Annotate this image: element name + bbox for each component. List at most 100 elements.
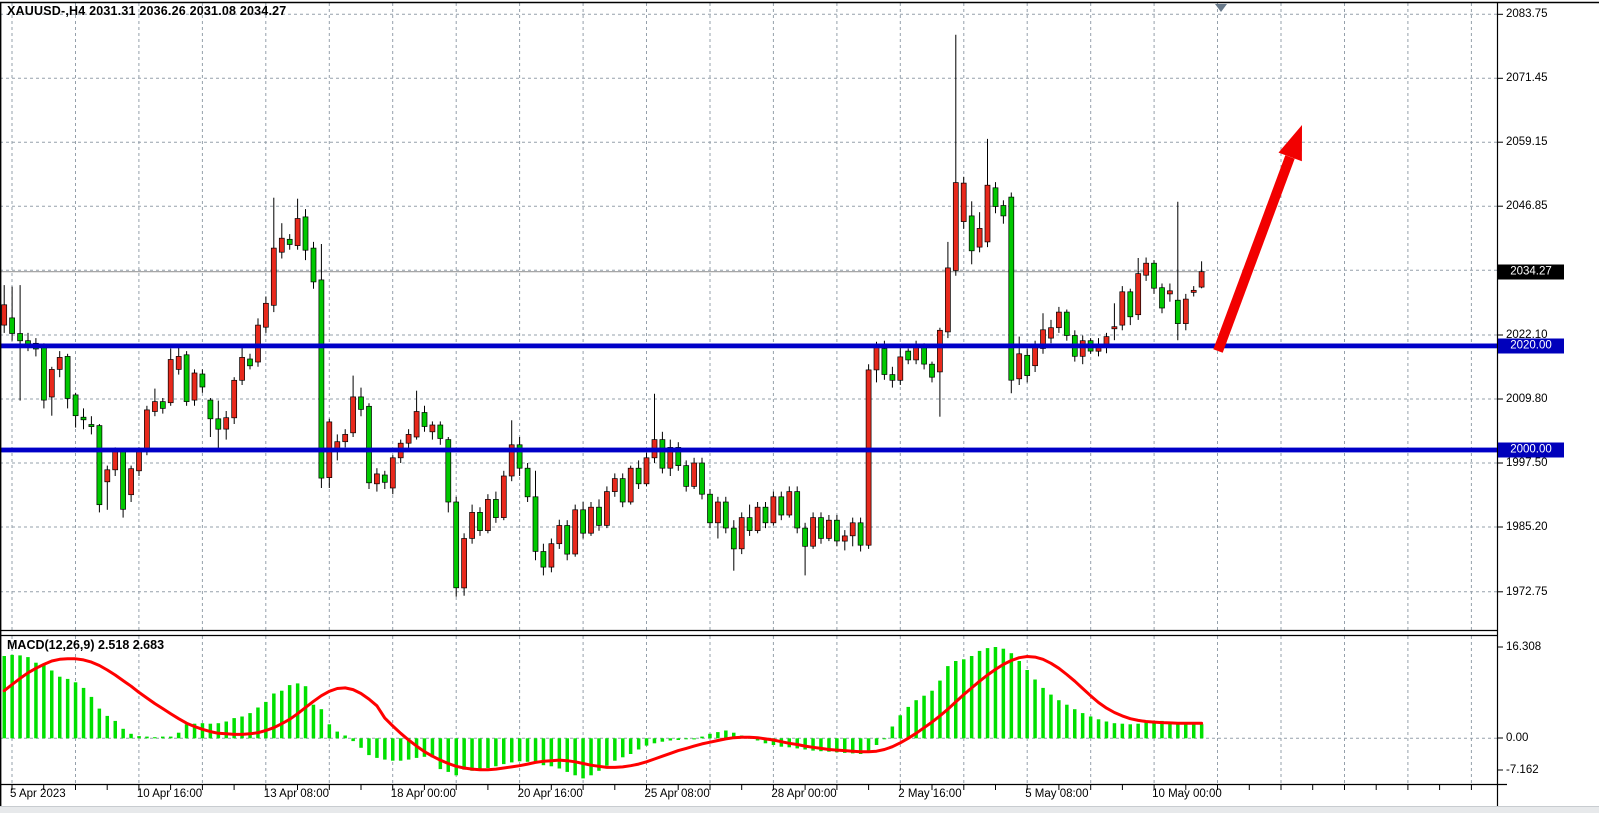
candle-body [175, 356, 182, 370]
macd-histogram-bar [613, 738, 617, 761]
candle-body [421, 412, 428, 427]
candle-body [247, 358, 253, 367]
macd-signal-line [2, 655, 1204, 772]
macd-histogram-bar [644, 738, 649, 746]
candle-body [1032, 345, 1038, 367]
time-axis-label: 10 Apr 16:00 [136, 788, 203, 800]
macd-histogram-bar [10, 654, 14, 739]
macd-histogram-bar [89, 696, 94, 739]
candle-body [960, 182, 967, 222]
candle-body [1040, 329, 1046, 349]
macd-histogram-bar [121, 728, 125, 739]
chart-symbol-title: XAUUSD-,H4 2031.31 2036.26 2031.08 2034.… [7, 4, 287, 18]
candle-body [794, 491, 801, 529]
macd-histogram-bar [565, 738, 569, 772]
macd-histogram-bar [232, 718, 236, 739]
candle-body [112, 450, 119, 471]
time-axis-label: 25 Apr 08:00 [644, 788, 710, 800]
price-axis-label: 2046.85 [1506, 200, 1548, 213]
macd-histogram-bar [938, 680, 942, 739]
support-line-2020[interactable] [0, 343, 1497, 349]
candle-body [1048, 327, 1054, 339]
macd-histogram-bar [105, 715, 109, 739]
candle-body [500, 475, 507, 518]
candle-body [493, 499, 499, 518]
price-axis-label: 1985.20 [1506, 521, 1548, 533]
macd-histogram-bar [1104, 721, 1109, 739]
macd-histogram-bar [391, 738, 395, 761]
macd-histogram-bar [161, 736, 165, 739]
macd-histogram-bar [462, 738, 466, 770]
price-axis-label: 2022.10 [1506, 329, 1548, 342]
bottom-scroll-strip [0, 806, 1599, 813]
macd-histogram-bar [1065, 704, 1069, 739]
macd-histogram-bar [502, 738, 506, 765]
candle-body [834, 519, 840, 542]
candle-body [604, 491, 610, 526]
current-price-badge: 2034.27 [1498, 264, 1564, 280]
candle-body [810, 517, 816, 547]
candle-body [405, 434, 412, 444]
macd-histogram-bar [803, 738, 807, 750]
candle-body [841, 535, 848, 542]
macd-histogram-bar [763, 738, 768, 744]
macd-histogram-bar [335, 731, 339, 739]
macd-histogram-bar [73, 682, 78, 739]
macd-histogram-bar [1009, 653, 1014, 739]
macd-histogram-bar [628, 738, 633, 754]
candle-body [358, 396, 364, 410]
candle-body [770, 496, 777, 524]
candle-body [207, 399, 214, 420]
time-axis-label: 20 Apr 16:00 [517, 788, 583, 800]
macd-histogram-bar [700, 736, 704, 739]
macd-histogram-bar [652, 738, 657, 744]
time-axis-label: 5 Apr 2023 [10, 788, 66, 800]
price-axis-label: 2009.80 [1506, 393, 1548, 406]
macd-histogram-bar [890, 726, 895, 739]
candle-body [691, 462, 697, 487]
macd-histogram-bar [446, 738, 450, 772]
time-axis-label: 18 Apr 00:00 [390, 788, 456, 800]
candle-body [48, 369, 55, 398]
macd-histogram-bar [169, 736, 173, 739]
line-price-badge: 2020.00 [1498, 338, 1564, 354]
candle-body [1182, 298, 1189, 324]
candle-body [596, 506, 602, 526]
macd-histogram-bar [264, 701, 268, 739]
macd-histogram-bar [42, 663, 46, 739]
macd-histogram-bar [422, 738, 427, 757]
macd-histogram-bar [319, 709, 324, 739]
candle-body [152, 401, 158, 412]
candle-body [1198, 271, 1205, 288]
candle-body [56, 357, 63, 370]
candle-body [469, 512, 475, 539]
macd-histogram-bar [97, 708, 102, 739]
macd-histogram-bar [755, 738, 760, 741]
macd-histogram-bar [2, 656, 6, 739]
macd-histogram-bar [716, 732, 720, 739]
candle-body [381, 474, 388, 483]
candle-body [477, 512, 483, 531]
candle-body [1, 304, 8, 326]
macd-histogram-bar [1176, 722, 1180, 739]
trend-arrow[interactable] [1213, 125, 1302, 353]
price-axis-label: 1997.50 [1506, 457, 1548, 469]
support-line-2000[interactable] [0, 447, 1497, 453]
macd-histogram-bar [692, 738, 696, 740]
macd-axis-label: 0.00 [1506, 732, 1529, 744]
macd-histogram-bar [969, 656, 974, 739]
macd-histogram-bar [1199, 724, 1204, 739]
candle-body [183, 354, 190, 402]
macd-axis-label: -7.162 [1506, 764, 1539, 776]
candle-body [921, 345, 927, 365]
candle-body [286, 238, 293, 245]
candle-body [738, 517, 745, 550]
macd-histogram-bar [660, 738, 665, 742]
candle-body [1167, 290, 1173, 295]
macd-histogram-bar [1168, 721, 1172, 739]
macd-indicator-label: MACD(12,26,9) 2.518 2.683 [7, 638, 165, 652]
macd-histogram-bar [724, 730, 728, 739]
chart-shift-marker-icon [1215, 4, 1227, 12]
